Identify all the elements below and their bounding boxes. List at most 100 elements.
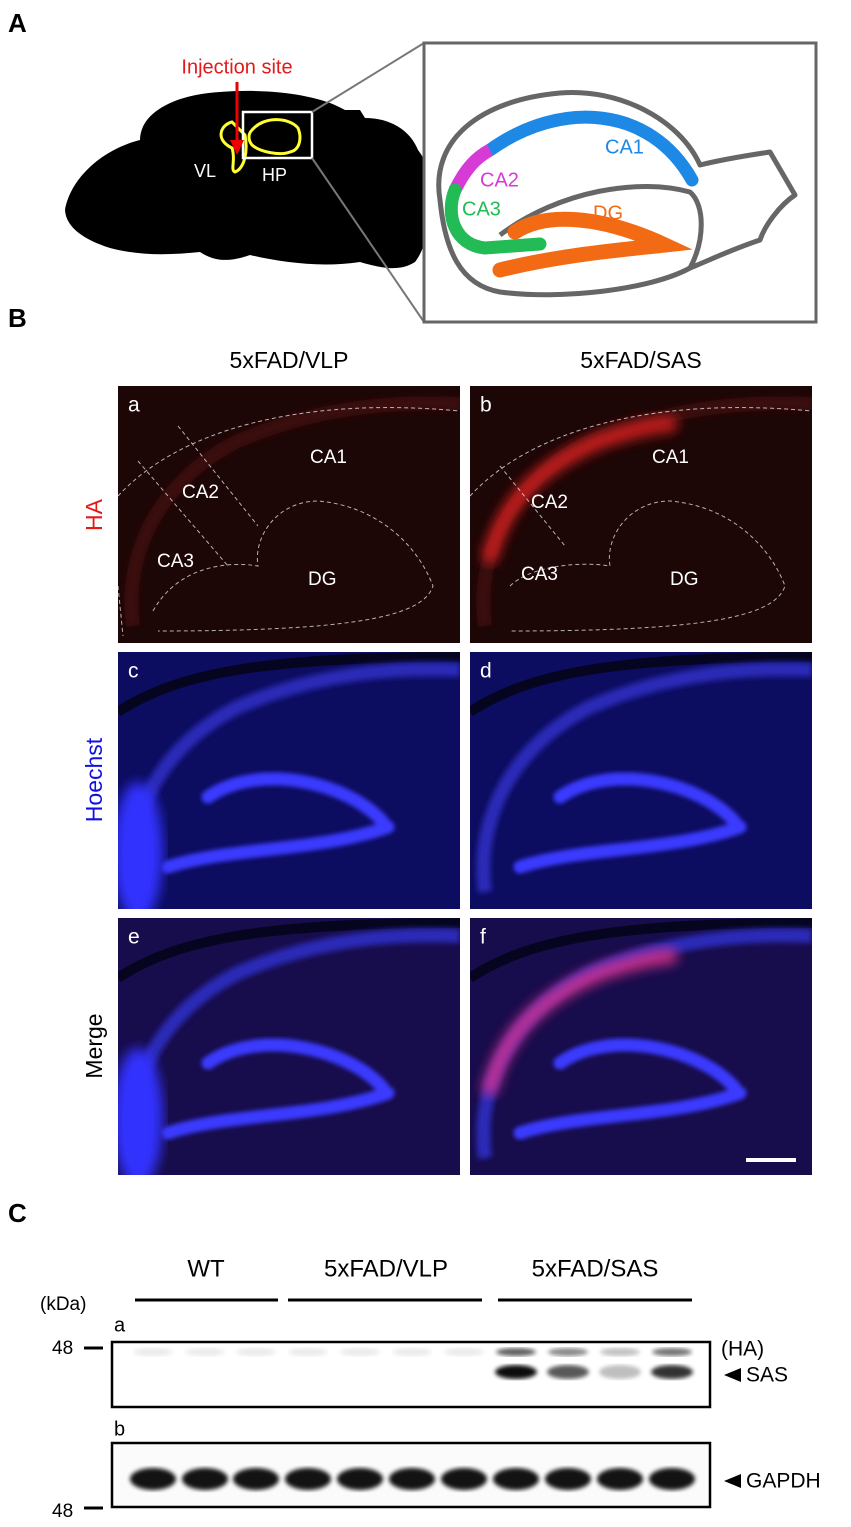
brain-silhouette [65,90,430,269]
band [389,1468,435,1490]
band-faint [288,1348,328,1356]
micrograph: b [470,386,812,643]
region-label: CA3 [157,551,194,572]
micrograph: a [118,386,460,643]
row-label: Hoechst [81,737,107,822]
band-faint [340,1348,380,1356]
subpanel-label: d [480,660,492,683]
micrograph: f [470,918,812,1175]
micrograph: d [470,652,812,909]
region-label: CA1 [310,447,347,468]
cell-layer [476,662,812,893]
tag-label: (HA) [721,1338,764,1361]
dg-layer [161,772,395,874]
column-header: 5xFAD/SAS [580,347,701,373]
panel-label: C [8,1198,27,1228]
micrograph: e [118,918,460,1175]
arrowhead [724,1368,741,1382]
target-label: GAPDH [746,1470,821,1493]
micrograph: c [118,652,460,909]
region-label: CA1 [605,136,644,158]
region-label: CA1 [652,447,689,468]
inset-box [422,41,818,324]
target-label: SAS [746,1364,788,1387]
ha-signal [482,416,678,564]
dg [492,211,693,278]
arrow-head [230,140,244,155]
band-faint [652,1348,692,1356]
band [649,1468,695,1490]
dg-layer [161,1038,395,1140]
blot-frame [110,1340,712,1409]
band [597,1468,643,1490]
subpanel-label: f [480,926,486,949]
dg-layer [513,772,747,874]
arrowhead [724,1474,741,1488]
band [182,1468,228,1490]
region-label: CA2 [480,169,519,191]
group-label: WT [187,1255,225,1282]
zoom-line [311,42,425,113]
band-faint [133,1348,173,1356]
band-faint [600,1348,640,1356]
dg-layer [513,1038,747,1140]
panel-label: B [8,303,27,333]
ha-signal [482,948,678,1096]
blot-label: a [114,1314,126,1336]
band [493,1468,539,1490]
tissue-edge [118,918,460,983]
band [441,1468,487,1490]
hippocampus-outline [436,89,798,298]
hp-label: HP [262,165,287,185]
panel-label: A [8,8,27,38]
zoom-line [311,157,425,323]
ca1 [483,110,699,187]
ventricle-glow [118,1048,163,1175]
subpanel-label: e [128,926,140,949]
band-faint [185,1348,225,1356]
region-label: DG [308,569,337,590]
subpanel-label: c [128,660,139,683]
band [547,1365,589,1379]
marker-label: 48 [52,1338,73,1359]
blot-label: b [114,1418,125,1440]
group-label: 5xFAD/VLP [324,1255,448,1282]
region-label: CA2 [531,492,568,513]
cell-layer [124,396,460,627]
tissue-edge [118,652,460,717]
ventricle-outline [219,120,248,174]
injection-label: Injection site [181,56,292,78]
region-label: CA3 [521,564,558,585]
hippocampus-outline [247,118,302,156]
unit-label: (kDa) [40,1294,86,1315]
region-label: DG [670,569,699,590]
ca3 [444,183,547,255]
band-faint [392,1348,432,1356]
vl-label: VL [194,161,216,181]
region-label: CA3 [462,198,501,220]
inset-box-small [241,110,314,160]
ventricle-glow [118,782,163,909]
band [545,1468,591,1490]
column-header: 5xFAD/VLP [230,347,349,373]
subpanel-label: b [480,394,492,417]
region-outline [470,407,812,632]
band [599,1365,641,1379]
row-label: Merge [81,1013,107,1078]
tissue-edge [470,652,812,717]
marker-label: 48 [52,1501,73,1522]
band-faint [548,1348,588,1356]
region-label: DG [593,202,623,224]
band [130,1468,176,1490]
region-outline [118,407,460,637]
tissue-edge [470,918,812,983]
band [651,1365,693,1379]
row-label: HA [81,498,107,531]
subpanel-label: a [128,394,140,417]
blot-frame [110,1441,712,1509]
band-faint [444,1348,484,1356]
band-faint [496,1348,536,1356]
region-label: CA2 [182,482,219,503]
band [233,1468,279,1490]
